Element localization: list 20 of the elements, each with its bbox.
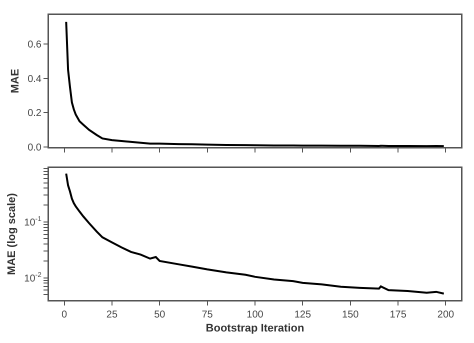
x-tick-label: 125 — [294, 310, 312, 320]
x-tick-label: 200 — [437, 310, 455, 320]
text: 0.0 — [28, 142, 42, 154]
x-tick-label: 50 — [154, 310, 166, 320]
y-axis-title: MAE (log scale) — [6, 192, 18, 275]
x-axis-title: Bootstrap Iteration — [206, 322, 304, 334]
y-tick-label: 10$^{-2}$ — [24, 272, 42, 284]
y-tick-label: 0.4 — [28, 74, 42, 85]
x-tick-label: 0 — [61, 310, 68, 320]
y-tick-label: 0.2 — [28, 108, 42, 120]
line-series — [65, 20, 445, 147]
y-tick-label: 10$^{-1}$ — [24, 216, 42, 228]
y-tick-label: 0.6 — [28, 40, 42, 51]
y-axis-title: MAE — [9, 68, 22, 94]
x-tick-label: 175 — [390, 310, 407, 320]
x-tick-label: 100 — [246, 310, 264, 320]
x-tick-label: 25 — [106, 310, 118, 320]
line-series — [65, 172, 445, 295]
x-tick-label: 75 — [202, 310, 214, 320]
x-tick-label: 150 — [342, 310, 360, 320]
